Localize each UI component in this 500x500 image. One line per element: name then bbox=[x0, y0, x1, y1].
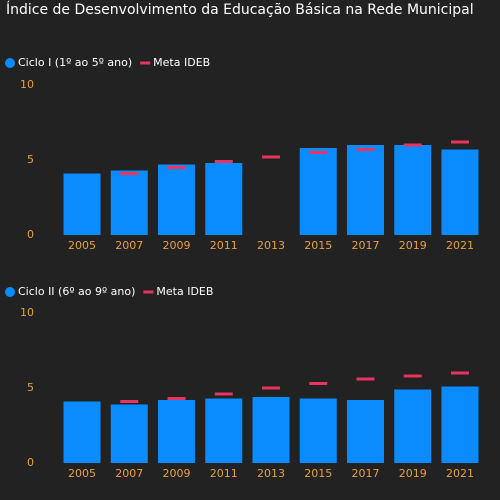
x-tick-label: 2005 bbox=[68, 467, 96, 480]
bar bbox=[346, 400, 384, 463]
target-marker bbox=[214, 160, 233, 163]
bar bbox=[158, 164, 196, 235]
x-tick-label: 2011 bbox=[210, 239, 238, 252]
legend-label: Ciclo I (1º ao 5º ano) bbox=[18, 56, 132, 69]
legend-swatch bbox=[5, 287, 15, 297]
y-tick-label: 10 bbox=[20, 306, 34, 319]
x-tick-label: 2015 bbox=[304, 467, 332, 480]
target-marker bbox=[262, 155, 280, 159]
target-marker bbox=[356, 377, 375, 381]
bar bbox=[158, 400, 196, 463]
bar bbox=[299, 398, 337, 463]
target-marker bbox=[309, 382, 328, 385]
x-tick-label: 2007 bbox=[115, 467, 143, 480]
x-tick-label: 2019 bbox=[399, 239, 427, 252]
x-tick-label: 2009 bbox=[163, 467, 191, 480]
target-marker bbox=[450, 140, 469, 144]
legend-label: Meta IDEB bbox=[153, 56, 210, 69]
legend-swatch bbox=[5, 58, 15, 68]
y-tick-label: 0 bbox=[27, 456, 34, 469]
target-marker bbox=[356, 148, 375, 151]
x-tick-label: 2021 bbox=[446, 239, 474, 252]
bar bbox=[394, 145, 432, 235]
x-tick-label: 2019 bbox=[399, 467, 427, 480]
legend-label: Meta IDEB bbox=[156, 285, 213, 298]
bar bbox=[441, 386, 479, 463]
target-marker bbox=[403, 143, 422, 147]
target-marker bbox=[167, 397, 186, 400]
x-tick-label: 2007 bbox=[115, 239, 143, 252]
y-tick-label: 5 bbox=[27, 381, 34, 394]
x-tick-label: 2017 bbox=[351, 467, 379, 480]
target-marker bbox=[450, 371, 469, 375]
target-marker bbox=[214, 392, 233, 396]
x-tick-label: 2005 bbox=[68, 239, 96, 252]
target-marker bbox=[309, 151, 328, 154]
target-marker bbox=[262, 386, 280, 390]
target-marker bbox=[120, 172, 139, 175]
legend-label: Ciclo II (6º ao 9º ano) bbox=[18, 285, 135, 298]
page-title: Índice de Desenvolvimento da Educação Bá… bbox=[6, 1, 474, 18]
bar bbox=[252, 397, 290, 463]
legend-swatch bbox=[140, 61, 151, 65]
bar bbox=[63, 401, 101, 463]
target-marker bbox=[167, 166, 186, 169]
x-tick-label: 2009 bbox=[163, 239, 191, 252]
bar bbox=[63, 173, 101, 235]
y-tick-label: 10 bbox=[20, 78, 34, 91]
x-tick-label: 2011 bbox=[210, 467, 238, 480]
target-marker bbox=[120, 400, 139, 403]
bar bbox=[110, 170, 148, 235]
x-tick-label: 2013 bbox=[257, 467, 285, 480]
y-tick-label: 0 bbox=[27, 228, 34, 241]
bar bbox=[394, 389, 432, 463]
bar bbox=[346, 145, 384, 235]
y-tick-label: 5 bbox=[27, 153, 34, 166]
bar bbox=[299, 148, 337, 235]
bar bbox=[110, 404, 148, 463]
x-tick-label: 2015 bbox=[304, 239, 332, 252]
target-marker bbox=[403, 374, 422, 378]
bar bbox=[441, 149, 479, 235]
x-tick-label: 2017 bbox=[351, 239, 379, 252]
x-tick-label: 2021 bbox=[446, 467, 474, 480]
x-tick-label: 2013 bbox=[257, 239, 285, 252]
legend-swatch bbox=[143, 290, 154, 294]
bar bbox=[205, 163, 243, 235]
bar bbox=[205, 398, 243, 463]
